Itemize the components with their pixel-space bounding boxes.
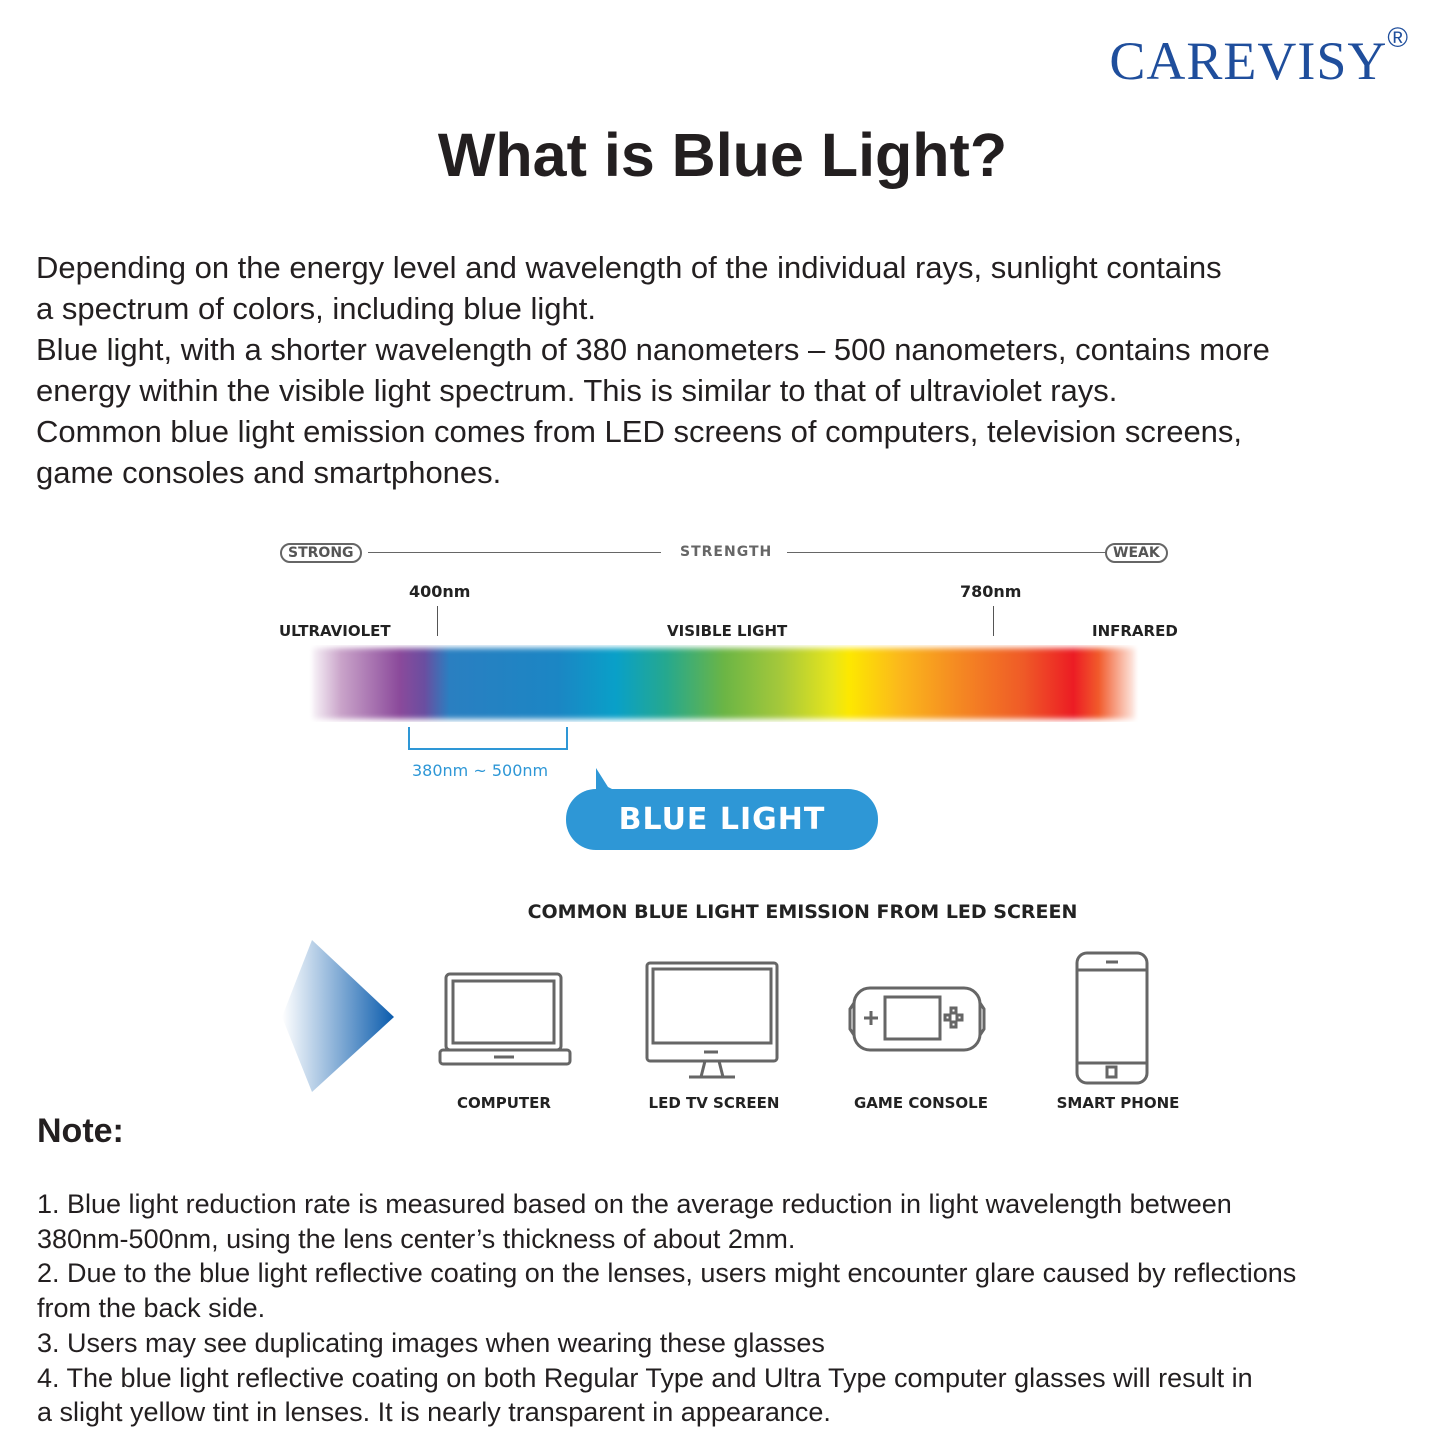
strong-label: STRONG xyxy=(280,543,362,563)
device-label-led-tv: LED TV SCREEN xyxy=(648,1094,780,1112)
device-label-game-console: GAME CONSOLE xyxy=(854,1094,988,1112)
note-line: from the back side. xyxy=(37,1293,266,1324)
ultraviolet-label: ULTRAVIOLET xyxy=(279,622,391,640)
blue-light-arrow-icon xyxy=(282,940,394,1092)
intro-line: Common blue light emission comes from LE… xyxy=(36,414,1243,449)
light-spectrum-bar xyxy=(308,645,1140,722)
tick-400 xyxy=(437,606,438,636)
intro-line: game consoles and smartphones. xyxy=(36,455,502,490)
note-heading: Note: xyxy=(37,1112,124,1150)
note-line: 3. Users may see duplicating images when… xyxy=(37,1327,825,1358)
device-label-smart-phone: SMART PHONE xyxy=(1056,1094,1180,1112)
blue-light-range-bracket xyxy=(408,727,568,750)
visible-light-label: VISIBLE LIGHT xyxy=(667,622,788,640)
note-line: 4. The blue light reflective coating on … xyxy=(37,1362,1253,1393)
strength-line-right xyxy=(787,552,1107,553)
blue-light-bubble: BLUE LIGHT xyxy=(566,789,878,850)
note-line: 2. Due to the blue light reflective coat… xyxy=(37,1258,1297,1289)
note-line: 380nm-500nm, using the lens center’s thi… xyxy=(37,1223,796,1254)
device-label-computer: COMPUTER xyxy=(457,1094,551,1112)
strength-line-left xyxy=(368,552,661,553)
intro-line: Blue light, with a shorter wavelength of… xyxy=(36,332,1270,367)
devices-heading: COMMON BLUE LIGHT EMISSION FROM LED SCRE… xyxy=(527,901,1078,923)
range-label: 380nm ~ 500nm xyxy=(412,761,549,780)
intro-line: a spectrum of colors, including blue lig… xyxy=(36,291,597,326)
intro-line: Depending on the energy level and wavele… xyxy=(36,250,1222,285)
mark-780nm: 780nm xyxy=(960,582,1022,601)
smartphone-icon xyxy=(1075,951,1149,1085)
bubble-tail xyxy=(596,768,624,795)
page-title: What is Blue Light? xyxy=(437,121,1008,189)
tick-780 xyxy=(993,606,994,636)
note-line: a slight yellow tint in lenses. It is ne… xyxy=(37,1397,831,1428)
brand-logo: CAREVISY® xyxy=(1109,22,1409,91)
weak-label: WEAK xyxy=(1105,543,1168,563)
intro-line: energy within the visible light spectrum… xyxy=(36,373,1118,408)
note-list: 1. Blue light reduction rate is measured… xyxy=(37,1187,1296,1430)
game-console-icon xyxy=(848,986,986,1052)
monitor-icon xyxy=(645,961,779,1079)
note-line: 1. Blue light reduction rate is measured… xyxy=(37,1189,1232,1219)
infrared-label: INFRARED xyxy=(1092,622,1178,640)
laptop-icon xyxy=(438,972,572,1066)
strength-label: STRENGTH xyxy=(680,544,773,560)
intro-paragraph: Depending on the energy level and wavele… xyxy=(36,247,1270,493)
mark-400nm: 400nm xyxy=(409,582,471,601)
